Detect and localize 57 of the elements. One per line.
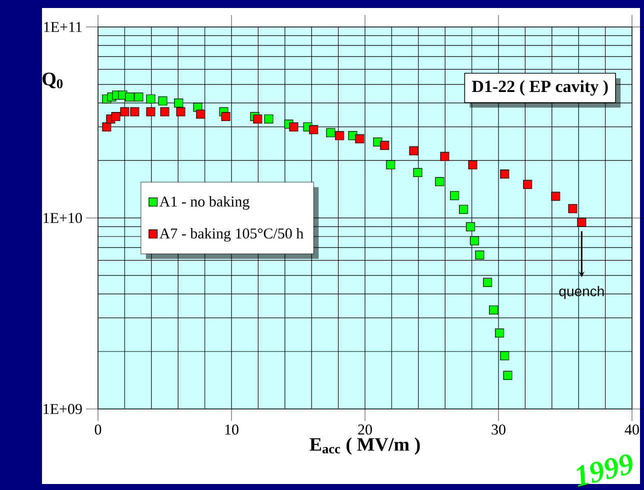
point <box>176 107 186 116</box>
point <box>253 114 262 124</box>
point <box>158 96 168 106</box>
point <box>409 146 418 156</box>
point <box>130 107 140 116</box>
x-tick-label: 40 <box>624 424 639 435</box>
point <box>174 98 184 108</box>
point <box>483 278 492 287</box>
point <box>470 236 479 246</box>
point <box>523 180 532 189</box>
point <box>160 107 170 116</box>
point <box>435 177 444 186</box>
point <box>146 94 156 104</box>
y-axis-title: Q$_{0}$ <box>42 72 63 88</box>
point <box>380 140 390 150</box>
point <box>386 160 396 170</box>
point <box>111 112 120 121</box>
point <box>577 218 586 227</box>
point <box>475 250 484 260</box>
text: 1999 <box>576 454 632 487</box>
point <box>146 107 156 116</box>
x-tick-label: 30 <box>492 424 506 435</box>
y-tick-label: 1E+10 <box>44 212 82 224</box>
point <box>500 169 510 178</box>
point <box>289 122 298 132</box>
x-tick-label: 10 <box>225 424 238 435</box>
y-tick-label: 1E+09 <box>44 404 82 414</box>
point <box>102 122 112 132</box>
point <box>134 92 144 102</box>
point <box>495 328 504 338</box>
point <box>468 160 478 170</box>
point <box>125 92 134 102</box>
x-tick-label: 0 <box>94 424 102 435</box>
x-axis-title: E$_{acc}$ ( MV/m ) <box>310 438 420 455</box>
point <box>221 112 230 121</box>
point <box>466 222 475 232</box>
point <box>309 125 318 134</box>
legend-label: A1 - no baking <box>159 196 250 210</box>
point <box>326 128 336 138</box>
x-tick-label: 20 <box>358 424 372 435</box>
point <box>551 192 560 201</box>
point <box>450 191 460 200</box>
point <box>568 204 578 214</box>
text: D1-22 ( EP cavity ) <box>472 80 608 96</box>
point <box>489 305 498 314</box>
point <box>440 152 450 161</box>
point <box>335 131 344 140</box>
point <box>503 370 512 380</box>
point <box>120 107 130 116</box>
legend-label: A7 - baking 105°C/50 h <box>159 228 304 242</box>
point <box>196 110 206 119</box>
point <box>459 204 468 214</box>
y-tick-label: 1E+11 <box>44 22 82 32</box>
point <box>355 134 364 144</box>
point <box>500 351 510 360</box>
point <box>413 168 422 178</box>
point <box>264 114 274 124</box>
